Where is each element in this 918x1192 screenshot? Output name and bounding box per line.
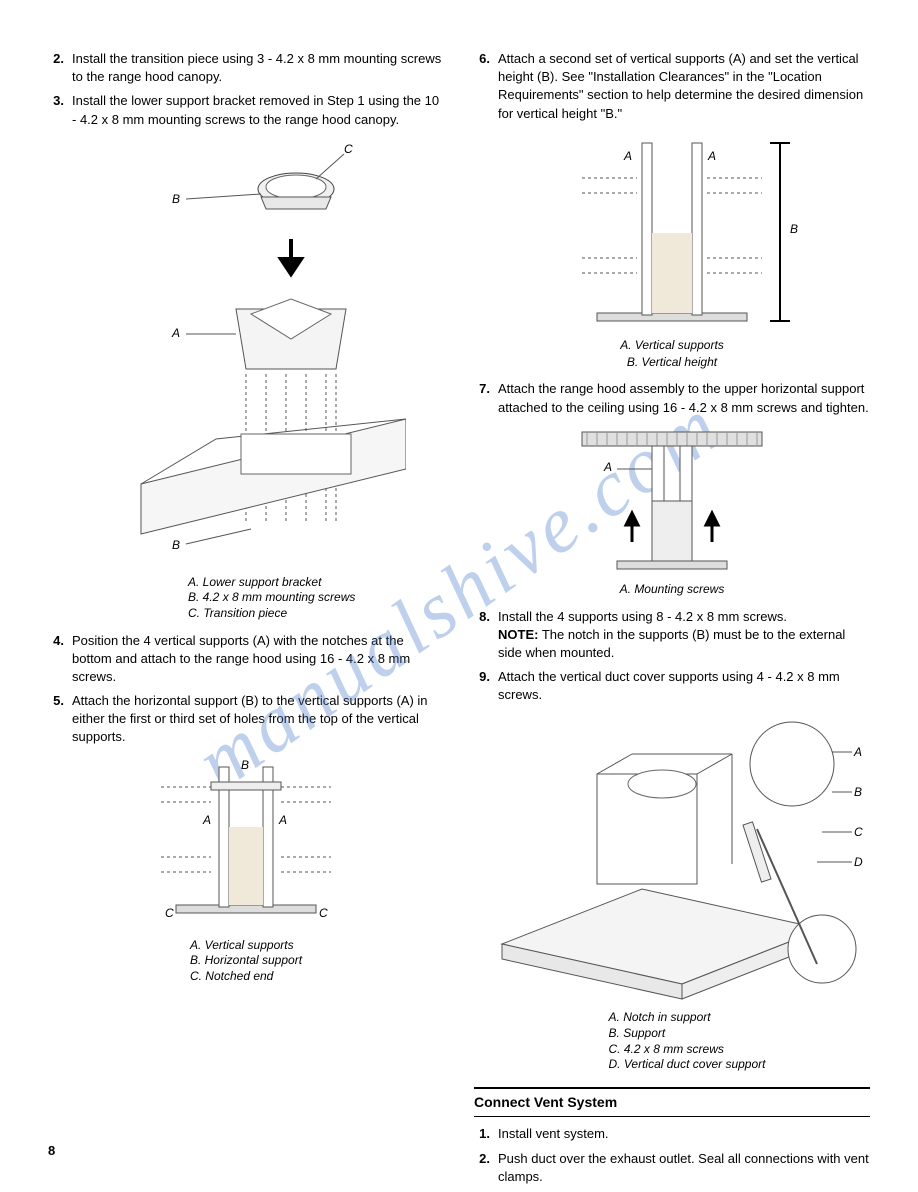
step-3: 3. Install the lower support bracket rem…	[48, 92, 444, 128]
diagram-vertical-height: A A B A. Vertical supports B. Vertical h…	[474, 133, 870, 371]
step-text: Install the transition piece using 3 - 4…	[72, 50, 444, 86]
diagram-label-a2: A	[279, 812, 287, 829]
diagram-label-a: A	[854, 744, 862, 761]
diagram-label-c: C	[165, 905, 174, 922]
vent-step-1: 1. Install vent system.	[474, 1125, 870, 1143]
page-number: 8	[48, 1142, 55, 1160]
left-column: 2. Install the transition piece using 3 …	[48, 50, 444, 1192]
step-6: 6. Attach a second set of vertical suppo…	[474, 50, 870, 123]
diagram-label-a: A	[604, 459, 612, 476]
diagram-label-a: A	[624, 148, 632, 165]
step-text-pre: Install the 4 supports using 8 - 4.2 x 8…	[498, 609, 787, 624]
step-text: Install vent system.	[498, 1125, 870, 1143]
diagram-label-b: B	[790, 221, 798, 238]
step-text: Attach the vertical duct cover supports …	[498, 668, 870, 704]
diagram-label-a: A	[203, 812, 211, 829]
diagram-caption: A. Mounting screws	[620, 581, 725, 598]
diagram-label-c2: C	[319, 905, 328, 922]
legend-line: A. Notch in support	[609, 1010, 766, 1026]
step-4: 4. Position the 4 vertical supports (A) …	[48, 632, 444, 687]
legend-line: B. Horizontal support	[190, 953, 302, 969]
diagram-hood-svg	[86, 139, 406, 569]
diagram-vertical-supports: B A A C C A. Vertical supports B. Horizo…	[48, 757, 444, 985]
step-number: 8.	[474, 608, 498, 663]
legend-line: C. 4.2 x 8 mm screws	[609, 1042, 766, 1058]
step-number: 2.	[48, 50, 72, 86]
step-text: Install the lower support bracket remove…	[72, 92, 444, 128]
diagram-label-b: B	[854, 784, 862, 801]
diagram-label-a: A	[172, 325, 180, 342]
diagram-ceiling-attach: A A. Mounting screws	[474, 427, 870, 598]
diagram-label-b: B	[241, 757, 249, 774]
diagram-assembly-svg	[482, 714, 862, 1004]
diagram-caption: A. Vertical supports B. Vertical height	[620, 337, 724, 371]
step-text: Attach the horizontal support (B) to the…	[72, 692, 444, 747]
legend-line: C. Transition piece	[188, 606, 355, 622]
legend-line: B. Vertical height	[620, 354, 724, 371]
diagram-legend: A. Lower support bracket B. 4.2 x 8 mm m…	[118, 575, 355, 622]
step-5: 5. Attach the horizontal support (B) to …	[48, 692, 444, 747]
diagram-height-svg	[542, 133, 802, 333]
diagram-hood-exploded: C B A B A. Lower support bracket B. 4.2 …	[48, 139, 444, 622]
diagram-label-c: C	[854, 824, 863, 841]
legend-line: A. Vertical supports	[190, 938, 302, 954]
diagram-label-b-top: B	[172, 191, 180, 208]
vent-step-2: 2. Push duct over the exhaust outlet. Se…	[474, 1150, 870, 1186]
right-column: 6. Attach a second set of vertical suppo…	[474, 50, 870, 1192]
note-text: The notch in the supports (B) must be to…	[498, 627, 845, 660]
legend-line: D. Vertical duct cover support	[609, 1057, 766, 1073]
diagram-legend: A. Notch in support B. Support C. 4.2 x …	[579, 1010, 766, 1072]
diagram-label-b-bottom: B	[172, 537, 180, 554]
step-8: 8. Install the 4 supports using 8 - 4.2 …	[474, 608, 870, 663]
step-text: Attach the range hood assembly to the up…	[498, 380, 870, 416]
legend-line: C. Notched end	[190, 969, 302, 985]
legend-line: B. Support	[609, 1026, 766, 1042]
diagram-label-a2: A	[708, 148, 716, 165]
step-2: 2. Install the transition piece using 3 …	[48, 50, 444, 86]
note-label: NOTE:	[498, 627, 538, 642]
step-number: 3.	[48, 92, 72, 128]
step-number: 1.	[474, 1125, 498, 1143]
step-number: 6.	[474, 50, 498, 123]
legend-line: A. Lower support bracket	[188, 575, 355, 591]
two-column-layout: 2. Install the transition piece using 3 …	[48, 50, 870, 1192]
step-number: 5.	[48, 692, 72, 747]
diagram-label-c: C	[344, 141, 353, 158]
legend-line: B. 4.2 x 8 mm mounting screws	[188, 590, 355, 606]
step-text: Position the 4 vertical supports (A) wit…	[72, 632, 444, 687]
step-text: Install the 4 supports using 8 - 4.2 x 8…	[498, 608, 870, 663]
step-7: 7. Attach the range hood assembly to the…	[474, 380, 870, 416]
step-number: 7.	[474, 380, 498, 416]
legend-line: A. Vertical supports	[620, 337, 724, 354]
section-heading-connect-vent: Connect Vent System	[474, 1087, 870, 1118]
diagram-legend: A. Vertical supports B. Horizontal suppo…	[190, 938, 302, 985]
step-number: 2.	[474, 1150, 498, 1186]
step-text: Push duct over the exhaust outlet. Seal …	[498, 1150, 870, 1186]
step-9: 9. Attach the vertical duct cover suppor…	[474, 668, 870, 704]
step-text: Attach a second set of vertical supports…	[498, 50, 870, 123]
diagram-label-d: D	[854, 854, 863, 871]
step-number: 9.	[474, 668, 498, 704]
diagram-full-assembly: A B C D A. Notch in support B. Support C…	[474, 714, 870, 1072]
diagram-ceiling-svg	[562, 427, 782, 577]
step-number: 4.	[48, 632, 72, 687]
